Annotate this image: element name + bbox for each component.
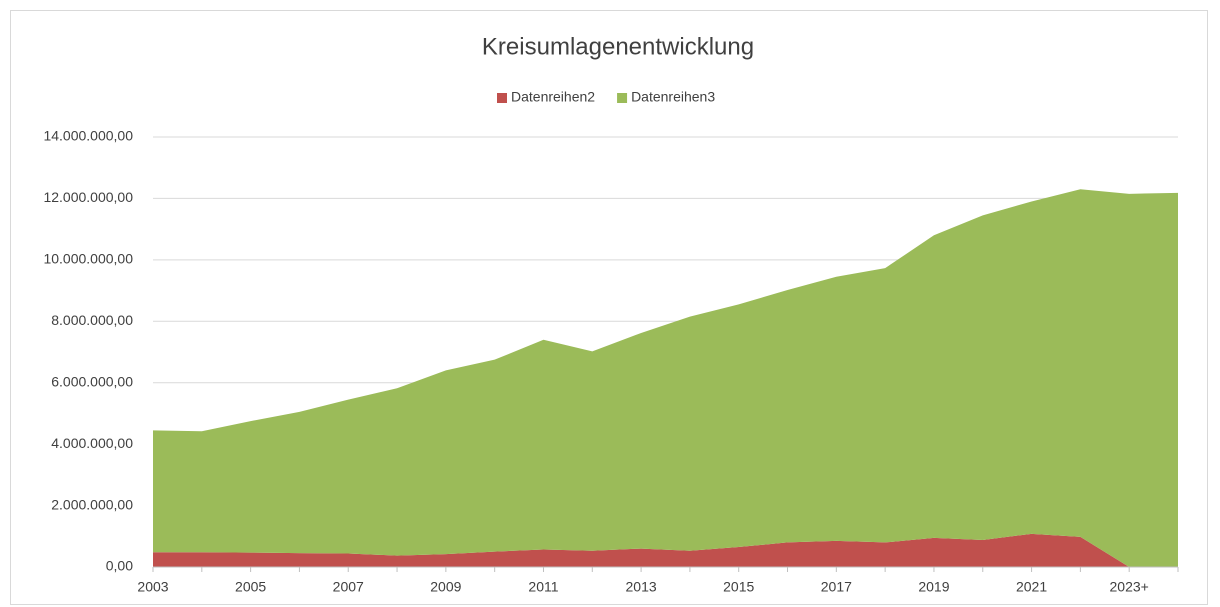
y-tick-label: 0,00	[106, 558, 133, 574]
y-tick-label: 14.000.000,00	[43, 128, 133, 144]
area	[153, 189, 1178, 567]
x-tick-label: 2021	[1016, 579, 1047, 595]
area	[153, 533, 1178, 567]
y-tick-label: 10.000.000,00	[43, 251, 133, 267]
legend-label: Datenreihen3	[631, 89, 715, 105]
y-tick-label: 6.000.000,00	[51, 373, 133, 389]
y-tick-label: 4.000.000,00	[51, 435, 133, 451]
legend-label: Datenreihen2	[511, 89, 595, 105]
legend-swatch	[617, 93, 628, 103]
y-tick-label: 8.000.000,00	[51, 312, 133, 328]
x-tick-label: 2013	[626, 579, 657, 595]
legend-swatch	[497, 93, 507, 103]
x-tick-label: 2003	[137, 579, 168, 595]
chart-title: Kreisumlagenentwicklung	[482, 33, 754, 60]
x-tick-label: 2007	[333, 579, 364, 595]
x-tick-label: 2005	[235, 579, 266, 595]
x-tick-label: 2019	[918, 579, 949, 595]
x-tick-label: 2023+	[1110, 579, 1149, 595]
x-tick-label: 2017	[821, 579, 852, 595]
x-tick-label: 2015	[723, 579, 754, 595]
x-tick-label: 2011	[528, 579, 558, 595]
y-tick-label: 12.000.000,00	[43, 189, 133, 205]
y-tick-label: 2.000.000,00	[51, 496, 133, 512]
x-tick-label: 2009	[430, 579, 461, 595]
